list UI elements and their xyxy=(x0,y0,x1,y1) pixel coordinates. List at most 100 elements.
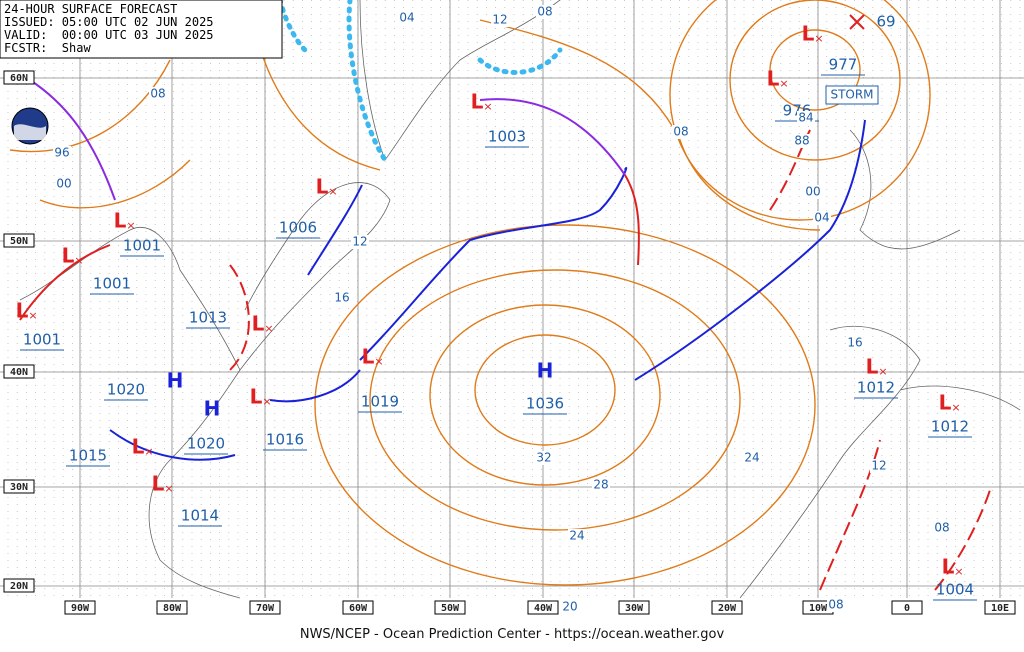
central-pressure: 1003 xyxy=(488,128,526,146)
isobar-label: 16 xyxy=(847,336,862,350)
high-symbol: H xyxy=(167,369,184,393)
isobar xyxy=(9,0,821,231)
central-pressure: 1019 xyxy=(361,393,399,411)
label-bg xyxy=(55,177,73,191)
low-symbol: L xyxy=(252,312,265,336)
low-x: × xyxy=(878,365,887,378)
central-pressure: 977 xyxy=(829,56,858,74)
isobar xyxy=(769,29,861,111)
isobar-label: 24 xyxy=(569,529,584,543)
lon-label: 90W xyxy=(71,603,90,614)
low-symbol: L xyxy=(767,67,780,91)
lat-label: 30N xyxy=(10,482,28,493)
tick-box xyxy=(434,600,466,615)
lon-label: 50W xyxy=(441,603,460,614)
label-bg xyxy=(793,134,811,148)
isobar-label: 08 xyxy=(537,5,552,19)
central-pressure: 1020 xyxy=(107,381,145,399)
label-bg xyxy=(351,235,369,249)
isobar xyxy=(314,224,816,586)
isobar-label: 24 xyxy=(744,451,759,465)
tick-box xyxy=(3,70,35,85)
cold-front xyxy=(109,429,236,461)
lon-label: 0 xyxy=(904,603,910,614)
tick-box xyxy=(3,233,35,248)
ice-edge xyxy=(477,47,563,75)
tick-box xyxy=(156,600,188,615)
isobars xyxy=(9,0,931,586)
header-line: FCSTR: Shaw xyxy=(4,41,91,55)
lon-label: 30W xyxy=(625,603,644,614)
occluded-front xyxy=(479,98,626,176)
low-x: × xyxy=(164,482,173,495)
isobar-label: 00 xyxy=(56,177,71,191)
lon-label: 20W xyxy=(718,603,737,614)
low-symbol: L xyxy=(132,435,145,459)
low-x: × xyxy=(264,322,273,335)
tick-box xyxy=(3,578,35,593)
low-symbol: L xyxy=(114,209,127,233)
low-symbol: L xyxy=(362,345,375,369)
label-bg xyxy=(536,5,554,19)
label-bg xyxy=(797,111,815,125)
coastlines xyxy=(19,0,1021,599)
tick-box xyxy=(3,479,35,494)
central-pressure: 1015 xyxy=(69,447,107,465)
isobar xyxy=(669,0,931,221)
logo-wave xyxy=(14,124,46,140)
low-x: × xyxy=(814,32,823,45)
central-pressure: 1014 xyxy=(181,507,219,525)
header-line: 24-HOUR SURFACE FORECAST xyxy=(4,2,177,16)
central-pressure: 1020 xyxy=(187,435,225,453)
labels: 90W 80W 70W 60W 50W 40W 30W 20W 10W 0 10E 60N 50N 40N… xyxy=(3,5,1016,615)
central-pressure: 1006 xyxy=(279,219,317,237)
low-symbol: L xyxy=(802,22,815,46)
isobar xyxy=(474,334,616,446)
warm-front xyxy=(624,174,640,266)
low-symbol: L xyxy=(62,244,75,268)
tick-box xyxy=(342,600,374,615)
isobar xyxy=(369,269,741,531)
isobar-label: 12 xyxy=(352,235,367,249)
low-symbol: L xyxy=(471,90,484,114)
central-pressure: 1001 xyxy=(93,275,131,293)
ice-edge xyxy=(346,0,388,163)
label-bg xyxy=(813,211,831,225)
high-symbol: H xyxy=(204,397,221,421)
occluded-front xyxy=(29,79,116,201)
label-bg xyxy=(933,521,951,535)
low-symbol: L xyxy=(152,472,165,496)
footer: NWS/NCEP - Ocean Prediction Center - htt… xyxy=(300,627,725,642)
lat-label: 60N xyxy=(10,73,28,84)
lon-label: 10W xyxy=(809,603,828,614)
tick-box xyxy=(3,364,35,379)
low-x: × xyxy=(951,401,960,414)
central-pressure: 1013 xyxy=(189,309,227,327)
coast xyxy=(359,0,561,161)
low-x: × xyxy=(262,395,271,408)
isobar xyxy=(429,304,661,486)
isobar-label: 84 xyxy=(798,111,813,125)
lat-label: 20N xyxy=(10,581,28,592)
storm-label: STORM xyxy=(830,88,873,102)
low-x: × xyxy=(74,254,83,267)
isobar-label: 16 xyxy=(334,291,349,305)
low-x: × xyxy=(144,445,153,458)
isobar-label: 88 xyxy=(794,134,809,148)
tick-box xyxy=(527,600,559,615)
isobar-label: 08 xyxy=(150,87,165,101)
low-symbol: L xyxy=(16,299,29,323)
label-bg xyxy=(535,451,553,465)
central-pressure: 1001 xyxy=(123,237,161,255)
lat-label: 50N xyxy=(10,236,28,247)
low-x: × xyxy=(779,77,788,90)
low-symbol: L xyxy=(942,555,955,579)
isobar-label: 08 xyxy=(673,125,688,139)
isobar-label: 08 xyxy=(934,521,949,535)
isobar-label: 04 xyxy=(814,211,829,225)
label-bg xyxy=(568,529,586,543)
lon-label: 10E xyxy=(991,603,1009,614)
isobar-label: 32 xyxy=(536,451,551,465)
label-bg xyxy=(827,598,845,612)
tick-box xyxy=(249,600,281,615)
